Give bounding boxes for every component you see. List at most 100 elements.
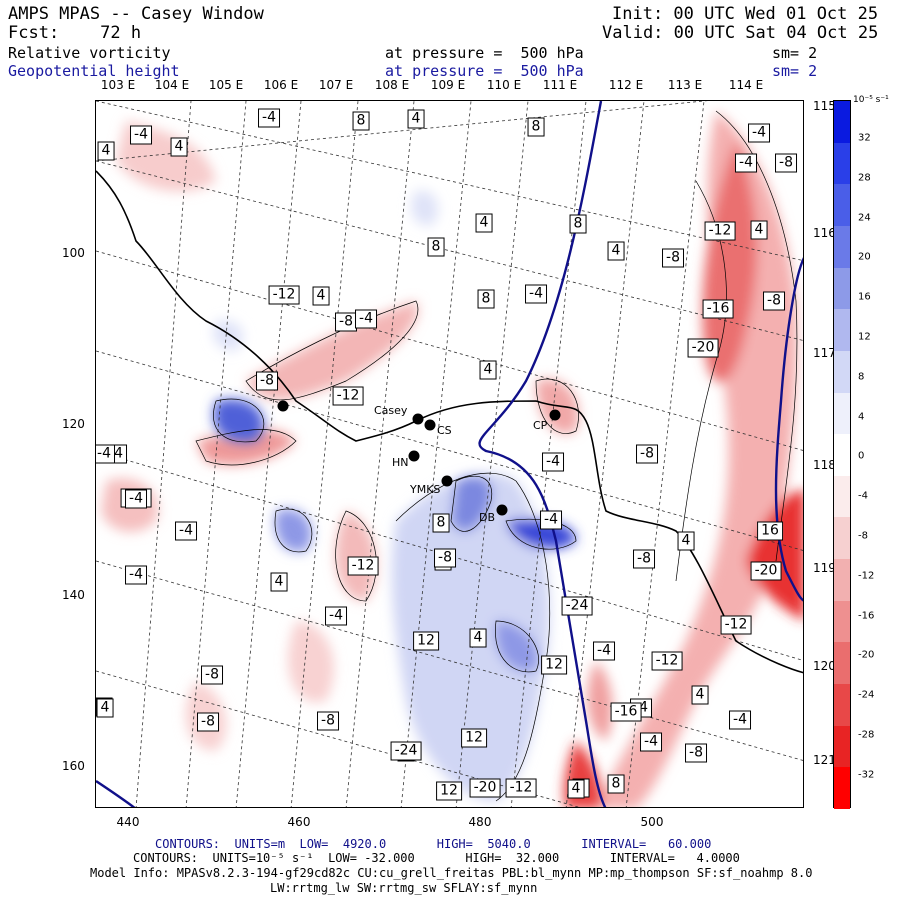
field1-level: at pressure = 500 hPa bbox=[385, 44, 584, 62]
contour-value-label: 8 bbox=[477, 289, 495, 309]
station-marker[interactable] bbox=[441, 475, 453, 487]
station-label-db: DB bbox=[479, 511, 496, 524]
contour-value-label: 4 bbox=[677, 531, 695, 551]
colorbar-segment bbox=[834, 392, 850, 435]
station-label-cs: CS bbox=[437, 424, 452, 437]
contour-value-label: 8 bbox=[607, 774, 625, 794]
lon-label: 107 E bbox=[318, 78, 354, 92]
colorbar-segment bbox=[834, 684, 850, 727]
colorbar-tick-label: 20 bbox=[858, 251, 871, 263]
contour-value-label: -12 bbox=[347, 556, 379, 576]
contour-value-label: -20 bbox=[687, 338, 719, 358]
colorbar-units: 10⁻⁵ s⁻¹ bbox=[853, 95, 889, 105]
contour-value-label: -20 bbox=[750, 561, 782, 581]
station-marker[interactable] bbox=[412, 413, 424, 425]
plot-title: AMPS MPAS -- Casey Window bbox=[8, 4, 264, 24]
contour-value-label: 4 bbox=[691, 685, 709, 705]
y-tick: 100 bbox=[62, 246, 85, 260]
colorbar-tick-label: -8 bbox=[858, 530, 868, 542]
contour-value-label: 4 bbox=[97, 141, 115, 161]
footer-height-contours: CONTOURS: UNITS=m LOW= 4920.0 HIGH= 5040… bbox=[155, 837, 712, 851]
station-label-hn: HN bbox=[392, 456, 409, 469]
colorbar-tick-label: -28 bbox=[858, 729, 875, 741]
contour-value-label: 8 bbox=[569, 214, 587, 234]
contour-value-label: -8 bbox=[662, 248, 684, 268]
colorbar-tick-label: -12 bbox=[858, 570, 875, 582]
contour-value-label: 4 bbox=[270, 572, 288, 592]
contour-value-label: -16 bbox=[610, 702, 642, 722]
contour-value-label: -4 bbox=[125, 565, 147, 585]
station-marker[interactable] bbox=[549, 409, 561, 421]
contour-value-label: -4 bbox=[325, 606, 347, 626]
contour-value-label: 4 bbox=[607, 241, 625, 261]
contour-value-label: -4 bbox=[258, 108, 280, 128]
contour-value-label: 4 bbox=[170, 137, 188, 157]
y-tick: 160 bbox=[62, 759, 85, 773]
footer-physics-info: LW:rrtmg_lw SW:rrtmg_sw SFLAY:sf_mynn bbox=[270, 881, 538, 895]
field1-name: Relative vorticity bbox=[8, 44, 171, 62]
contour-value-label: -12 bbox=[704, 221, 736, 241]
lon-label: 111 E bbox=[542, 78, 578, 92]
lon-label: 106 E bbox=[263, 78, 299, 92]
footer-vorticity-contours: CONTOURS: UNITS=10⁻⁵ s⁻¹ LOW= -32.000 HI… bbox=[133, 851, 740, 865]
colorbar-tick-label: 32 bbox=[858, 132, 871, 144]
contour-value-label: -8 bbox=[434, 548, 456, 568]
station-marker[interactable] bbox=[496, 504, 508, 516]
colorbar-segment bbox=[834, 767, 850, 810]
lon-label: 114 E bbox=[728, 78, 764, 92]
colorbar-segment bbox=[834, 101, 850, 144]
colorbar-tick-label: -16 bbox=[858, 610, 875, 622]
colorbar-tick-label: 16 bbox=[858, 291, 871, 303]
x-tick: 480 bbox=[468, 815, 492, 829]
positive-vorticity-shading bbox=[212, 190, 576, 801]
station-marker[interactable] bbox=[277, 400, 289, 412]
map-panel[interactable]: Casey CS HN YMKS DB CP -4 4 4 -4 8 4 8 -4 -4 -8 4 8… bbox=[95, 100, 804, 808]
contour-value-label: -4 bbox=[96, 444, 115, 464]
contour-value-label: -4 bbox=[729, 710, 751, 730]
contour-value-label: 8 bbox=[527, 117, 545, 137]
forecast-hour: Fcst: 72 h bbox=[8, 23, 142, 43]
contour-value-label: -4 bbox=[748, 123, 770, 143]
lon-label: 104 E bbox=[154, 78, 190, 92]
station-marker[interactable] bbox=[408, 450, 420, 462]
contour-value-label: -4 bbox=[640, 732, 662, 752]
contour-value-label: 4 bbox=[312, 286, 330, 306]
contour-value-label: 8 bbox=[427, 237, 445, 257]
contour-value-label: -8 bbox=[633, 549, 655, 569]
contour-value-label: 4 bbox=[567, 779, 585, 799]
lon-label: 109 E bbox=[430, 78, 466, 92]
contour-value-label: -12 bbox=[505, 778, 537, 798]
lon-label: 110 E bbox=[486, 78, 522, 92]
colorbar-segment bbox=[834, 267, 850, 310]
colorbar-segment bbox=[834, 225, 850, 269]
contour-value-label: -4 bbox=[735, 153, 757, 173]
contour-value-label: 4 bbox=[469, 628, 487, 648]
station-label-casey: Casey bbox=[374, 404, 408, 417]
colorbar-tick-label: -4 bbox=[858, 490, 868, 502]
contour-value-label: -4 bbox=[355, 309, 377, 329]
contour-value-label: -4 bbox=[540, 510, 562, 530]
colorbar-segment bbox=[834, 309, 850, 352]
contour-value-label: -8 bbox=[685, 743, 707, 763]
y-tick: 120 bbox=[62, 417, 85, 431]
contour-value-label: -24 bbox=[390, 741, 422, 761]
contour-value-label: -12 bbox=[332, 386, 364, 406]
colorbar-tick-label: 4 bbox=[858, 411, 865, 423]
init-time: Init: 00 UTC Wed 01 Oct 25 bbox=[612, 4, 879, 24]
contour-value-label: -8 bbox=[335, 312, 357, 332]
contour-value-label: -8 bbox=[317, 711, 339, 731]
contour-value-label: -4 bbox=[525, 284, 547, 304]
station-marker[interactable] bbox=[424, 419, 436, 431]
colorbar bbox=[833, 100, 851, 810]
contour-value-label: -12 bbox=[651, 651, 683, 671]
field2-name: Geopotential height bbox=[8, 62, 180, 80]
contour-value-label: 4 bbox=[475, 213, 493, 233]
colorbar-segment bbox=[834, 517, 850, 560]
colorbar-tick-label: 28 bbox=[858, 172, 871, 184]
contour-value-label: 12 bbox=[436, 781, 462, 801]
colorbar-tick-label: -32 bbox=[858, 769, 875, 781]
contour-value-label: -4 bbox=[542, 452, 564, 472]
lon-label: 112 E bbox=[608, 78, 644, 92]
contour-value-label: 4 bbox=[479, 360, 497, 380]
contour-value-label: 8 bbox=[352, 111, 370, 131]
